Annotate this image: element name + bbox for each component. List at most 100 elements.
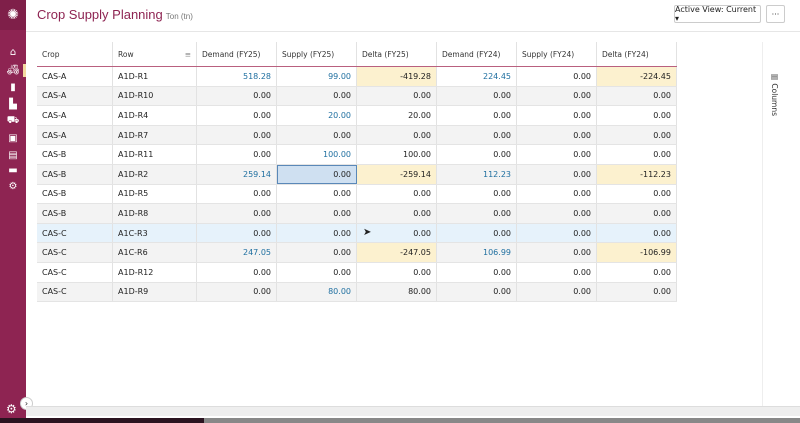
column-header[interactable]: Demand (FY25) (197, 42, 277, 66)
table-cell: CAS-B (37, 204, 113, 223)
table-cell: 0.00 (197, 204, 277, 223)
tractor-icon[interactable]: 🚜︎ (0, 62, 26, 79)
table-cell: 0.00 (437, 184, 517, 204)
table-cell[interactable]: 0.00 (517, 223, 597, 243)
table-row[interactable]: CAS-A A1D-R7 0.00 0.00 0.00 0.00 0.00 0.00 (37, 125, 677, 146)
table-cell[interactable]: 0.00 (277, 223, 357, 243)
data-grid: Crop Row ≡ Demand (FY25) Supply (FY25) Delta … (37, 42, 677, 303)
hand-truck-icon[interactable]: ⛟ (6, 115, 20, 126)
table-cell: 0.00 (357, 125, 437, 145)
table-cell[interactable]: 0.00 (277, 262, 357, 282)
table-cell[interactable]: 100.00 (277, 145, 357, 164)
table-cell: -106.99 (597, 243, 677, 262)
table-cell[interactable]: 0.00 (517, 106, 597, 125)
table-cell: 0.00 (197, 184, 277, 204)
column-header[interactable]: Delta (FY25) (357, 42, 437, 66)
table-cell: A1D-R4 (113, 106, 197, 125)
column-header[interactable]: Supply (FY24) (517, 42, 597, 66)
table-cell[interactable]: 0.00 (517, 243, 597, 262)
more-options-button[interactable]: ··· (766, 5, 785, 23)
column-header-label: Demand (FY24) (442, 49, 501, 59)
table-cell: 0.00 (197, 125, 277, 145)
table-cell[interactable]: 20.00 (277, 106, 357, 125)
column-header[interactable]: Delta (FY24) (597, 42, 677, 66)
table-cell: A1D-R9 (113, 282, 197, 302)
table-cell: 0.00 (357, 262, 437, 282)
table-cell[interactable]: 99.00 (277, 67, 357, 86)
table-row[interactable]: CAS-A A1D-R10 0.00 0.00 0.00 0.00 0.00 0.00 (37, 86, 677, 107)
table-cell: 0.00 (437, 125, 517, 145)
columns-panel-toggle[interactable]: ▤ Columns (770, 72, 779, 117)
table-row[interactable]: CAS-C A1C-R3 0.00 0.00 0.00 0.00 0.00 0.00 (37, 223, 677, 244)
table-cell: 0.00 (357, 223, 437, 243)
scrollbar-thumb[interactable] (204, 418, 800, 423)
silo-icon[interactable]: ▮ (10, 82, 16, 93)
column-menu-icon[interactable]: ≡ (184, 49, 191, 59)
column-header[interactable]: Supply (FY25) (277, 42, 357, 66)
table-cell[interactable]: 0.00 (517, 86, 597, 106)
table-cell: 0.00 (437, 106, 517, 125)
table-cell[interactable]: 0.00 (517, 282, 597, 302)
toolbox-icon[interactable]: ▬ (8, 165, 18, 176)
active-view-dropdown[interactable]: Active View: Current ▾ (674, 5, 761, 23)
table-row[interactable]: CAS-B A1D-R2 259.14 0.00 -259.14 112.23 0.00 -1… (37, 164, 677, 185)
side-panel-divider (762, 42, 763, 411)
horizontal-scrollbar[interactable] (26, 406, 800, 416)
settings-ring-icon[interactable]: ⚙ (6, 402, 17, 416)
table-cell[interactable]: 0.00 (517, 164, 597, 184)
column-header-label: Demand (FY25) (202, 49, 261, 59)
column-header[interactable]: Row ≡ (113, 42, 197, 66)
wallet-icon[interactable]: ▣ (8, 133, 18, 144)
table-row[interactable]: CAS-C A1D-R12 0.00 0.00 0.00 0.00 0.00 0.00 (37, 262, 677, 283)
table-cell: A1D-R7 (113, 125, 197, 145)
column-header[interactable]: Crop (37, 42, 113, 66)
table-cell[interactable]: 0.00 (277, 184, 357, 204)
table-row[interactable]: CAS-C A1C-R6 247.05 0.00 -247.05 106.99 0.00 -1… (37, 243, 677, 263)
table-cell: CAS-C (37, 282, 113, 302)
table-cell: CAS-B (37, 164, 113, 184)
table-cell: 0.00 (197, 106, 277, 125)
table-row[interactable]: CAS-B A1D-R11 0.00 100.00 100.00 0.00 0.00 0.00 (37, 145, 677, 165)
clipboard-icon[interactable]: ▤ (8, 150, 18, 161)
table-cell: -419.28 (357, 67, 437, 86)
column-header-label: Supply (FY24) (522, 49, 575, 59)
table-cell[interactable]: 0.00 (277, 204, 357, 223)
table-row[interactable]: CAS-A A1D-R1 518.28 99.00 -419.28 224.45 0.00-… (37, 67, 677, 87)
table-cell: 0.00 (437, 204, 517, 223)
table-cell: -112.23 (597, 164, 677, 184)
table-row[interactable]: CAS-B A1D-R8 0.00 0.00 0.00 0.00 0.00 0.00 (37, 204, 677, 224)
column-header-label: Delta (FY24) (602, 49, 649, 59)
table-cell: CAS-A (37, 86, 113, 106)
table-cell: -259.14 (357, 164, 437, 184)
table-cell: 0.00 (357, 184, 437, 204)
table-row[interactable]: CAS-C A1D-R9 0.00 80.00 80.00 0.00 0.00 0.00 (37, 282, 677, 303)
table-cell: CAS-A (37, 67, 113, 86)
unit-label: Ton (tn) (165, 12, 193, 21)
table-row[interactable]: CAS-B A1D-R5 0.00 0.00 0.00 0.00 0.00 0.00 (37, 184, 677, 205)
gear-icon[interactable]: ⚙ (8, 181, 18, 192)
table-cell[interactable]: 0.00 (277, 86, 357, 106)
table-cell[interactable]: 0.00 (517, 145, 597, 164)
table-cell[interactable]: 0.00 (517, 125, 597, 145)
table-cell: 0.00 (597, 145, 677, 164)
home-icon[interactable]: ⌂ (9, 47, 17, 58)
table-cell[interactable]: 0.00 (517, 67, 597, 86)
table-cell[interactable]: 80.00 (277, 282, 357, 302)
table-row[interactable]: CAS-A A1D-R4 0.00 20.00 20.00 0.00 0.00 0.00 (37, 106, 677, 126)
table-cell: CAS-A (37, 125, 113, 145)
factory-icon[interactable]: ▙ (9, 99, 17, 110)
table-cell: 0.00 (197, 223, 277, 243)
table-cell[interactable]: 0.00 (517, 262, 597, 282)
table-cell[interactable]: 0.00 (277, 164, 357, 184)
logo-icon[interactable]: ✺ (0, 0, 26, 30)
table-cell: 0.00 (437, 223, 517, 243)
table-cell[interactable]: 0.00 (277, 125, 357, 145)
table-cell[interactable]: 0.00 (277, 243, 357, 262)
sidebar: ✺ ⌂ 🚜︎ ▮ ▙ ⛟ ▣ ▤ ▬ ⚙ ⚙ (0, 0, 26, 418)
table-cell: A1D-R10 (113, 86, 197, 106)
table-cell[interactable]: 0.00 (517, 184, 597, 204)
column-header[interactable]: Demand (FY24) (437, 42, 517, 66)
table-cell: 0.00 (437, 282, 517, 302)
table-cell[interactable]: 0.00 (517, 204, 597, 223)
column-header-label: Supply (FY25) (282, 49, 335, 59)
